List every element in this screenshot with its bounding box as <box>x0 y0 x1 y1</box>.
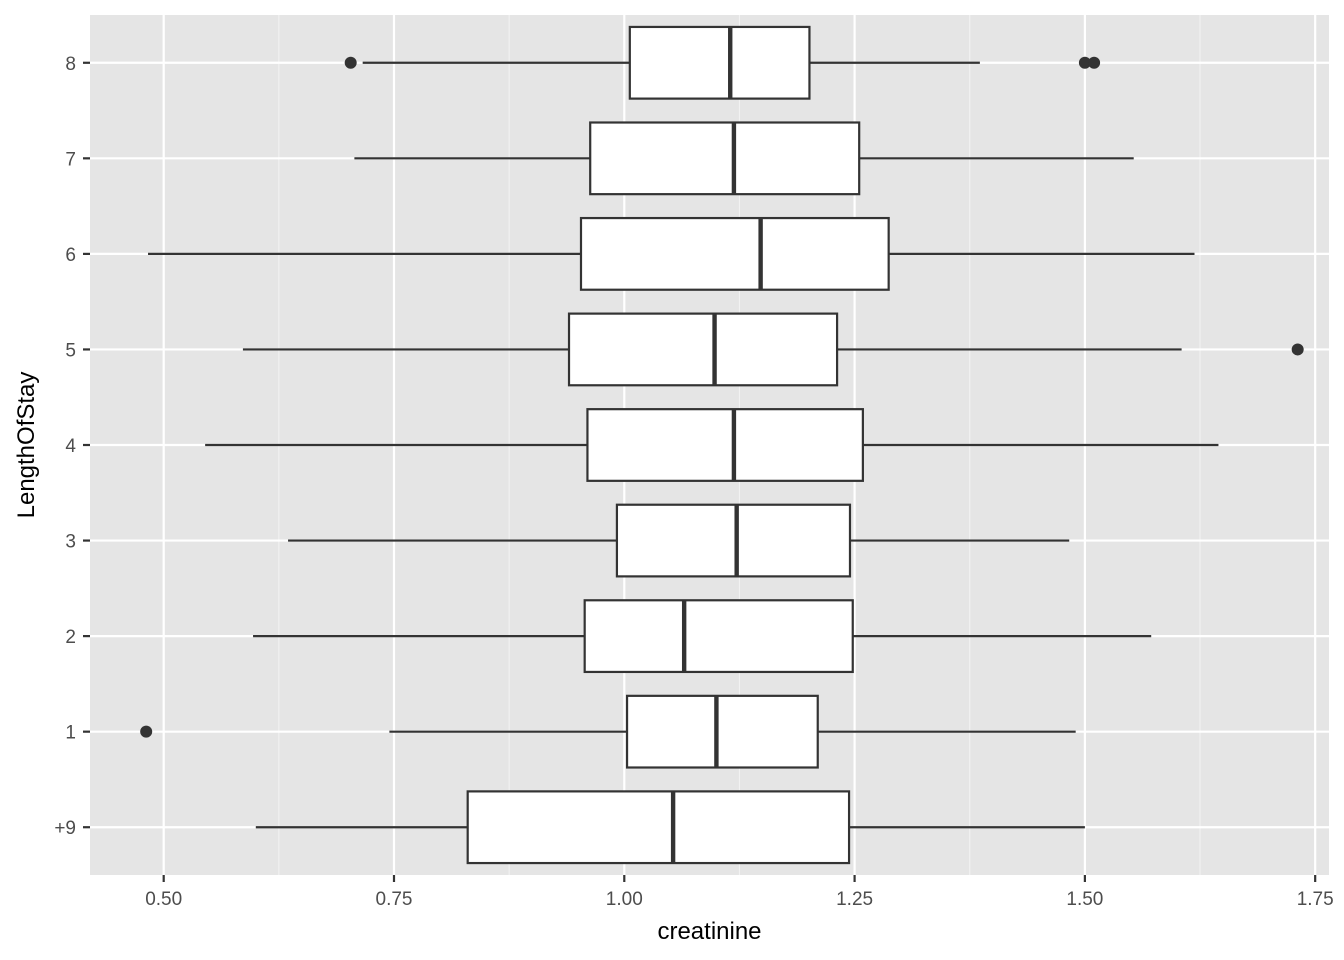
x-tick-label: 1.50 <box>1066 889 1103 910</box>
y-tick-label: 6 <box>65 245 76 266</box>
box-iqr <box>579 216 890 291</box>
y-axis-title: LengthOfStay <box>13 372 40 519</box>
x-tick-label: 1.75 <box>1297 889 1334 910</box>
outlier-point <box>1088 56 1101 69</box>
boxes-layer <box>140 25 1304 865</box>
y-tick-label: 7 <box>65 149 76 170</box>
y-tick-label: 4 <box>65 436 76 457</box>
y-tick-label: 1 <box>65 723 76 744</box>
box-4 <box>205 408 1219 482</box>
y-tick-label: 3 <box>65 532 76 553</box>
outlier-point <box>1291 343 1304 356</box>
y-tick-label: +9 <box>54 818 76 839</box>
x-tick-label: 1.00 <box>606 889 643 910</box>
box-iqr <box>567 312 839 387</box>
y-tick-label: 2 <box>65 627 76 648</box>
box-iqr <box>615 503 852 578</box>
x-tick-label: 0.75 <box>376 889 413 910</box>
x-tick-label: 0.50 <box>145 889 182 910</box>
x-tick-label: 1.25 <box>836 889 873 910</box>
outlier-point <box>140 725 153 738</box>
outlier-point <box>1078 56 1091 69</box>
y-tick-label: 8 <box>65 54 76 75</box>
box-6 <box>148 216 1195 291</box>
box-3 <box>288 503 1070 578</box>
box-iqr <box>589 121 861 196</box>
box-iqr <box>586 408 864 482</box>
box-2 <box>253 599 1152 674</box>
box-iqr <box>625 694 819 769</box>
box-iqr <box>466 790 851 865</box>
outlier-point <box>344 56 357 69</box>
box-iqr <box>583 599 854 674</box>
x-axis-title: creatinine <box>657 918 761 945</box>
box-8 <box>344 25 1101 100</box>
y-axis: +9 1 2 3 4 5 6 7 8 <box>54 54 90 839</box>
box-7 <box>354 121 1134 196</box>
box-plus9 <box>255 790 1085 865</box>
x-axis: 0.50 0.75 1.00 1.25 1.50 1.75 <box>145 875 1334 910</box>
y-tick-label: 5 <box>65 340 76 361</box>
box-5 <box>242 312 1304 387</box>
box-iqr <box>628 25 811 100</box>
box-1 <box>140 694 1076 769</box>
